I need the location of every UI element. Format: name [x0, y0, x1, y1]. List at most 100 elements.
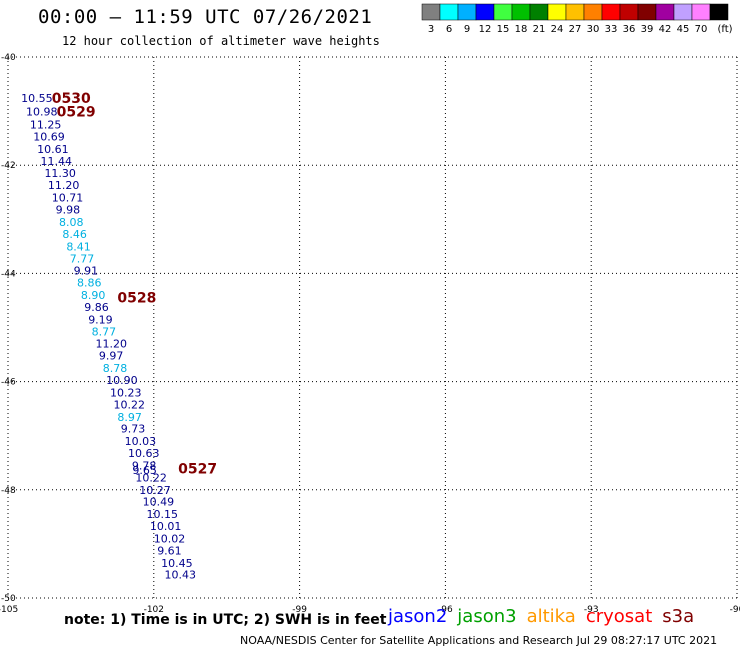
wave-height-label: 7.77	[70, 252, 95, 265]
colorbar-swatch	[565, 3, 585, 21]
wave-height-label: 9.98	[56, 204, 81, 217]
wave-height-label: 8.97	[117, 411, 142, 424]
colorbar-swatch	[457, 3, 477, 21]
colorbar-label: 3	[428, 24, 434, 35]
y-tick-label: -44	[1, 269, 16, 279]
wave-height-label: 10.98	[26, 106, 58, 119]
wave-height-label: 11.20	[48, 179, 80, 192]
wave-height-label: 10.71	[52, 192, 84, 205]
wave-height-label: 10.49	[143, 496, 175, 509]
wave-height-label: 10.15	[147, 508, 179, 521]
colorbar-label: 70	[695, 24, 708, 35]
y-tick-label: -50	[1, 594, 16, 604]
legend-item-jason2: jason2	[388, 606, 448, 627]
y-tick-label: -46	[1, 378, 16, 388]
colorbar-label: 6	[446, 24, 452, 35]
wave-height-label: 10.27	[139, 484, 171, 497]
colorbar-label: 39	[641, 24, 654, 35]
wave-height-label: 11.25	[30, 119, 62, 132]
x-tick-label: -90	[730, 605, 740, 615]
wave-height-label: 9.86	[84, 301, 109, 314]
chart-title: 00:00 — 11:59 UTC 07/26/2021	[38, 6, 373, 28]
wave-height-label: 10.22	[113, 398, 145, 411]
wave-height-label: 11.20	[95, 338, 127, 351]
colorbar-swatch	[673, 3, 693, 21]
wave-height-label: 8.86	[77, 277, 102, 290]
wave-height-label: 10.23	[110, 386, 142, 399]
legend-item-altika: altika	[526, 606, 576, 627]
colorbar-label: 12	[479, 24, 492, 35]
y-tick-label: -42	[1, 161, 16, 171]
colorbar-swatch	[601, 3, 621, 21]
colorbar-swatch	[475, 3, 495, 21]
colorbar-label: 42	[659, 24, 672, 35]
wave-height-label: 9.73	[121, 423, 146, 436]
colorbar-label: 9	[464, 24, 470, 35]
x-tick-label: -105	[0, 605, 18, 615]
time-label: 0528	[117, 291, 156, 307]
wave-height-label: 10.90	[106, 374, 138, 387]
time-label: 0529	[57, 105, 96, 121]
wave-height-label: 8.46	[62, 228, 87, 241]
colorbar-swatch	[583, 3, 603, 21]
colorbar-swatch	[547, 3, 567, 21]
colorbar-label: 27	[569, 24, 582, 35]
wave-height-label: 10.43	[164, 569, 196, 582]
y-tick-label: -48	[1, 486, 16, 496]
y-tick-label: -40	[1, 53, 16, 63]
wave-height-label: 9.78	[132, 459, 157, 472]
x-tick-label: -93	[584, 605, 599, 615]
colorbar-label: (ft)	[717, 24, 732, 35]
note-text: note: 1) Time is in UTC; 2) SWH is in fe…	[64, 612, 387, 628]
time-label: 0530	[52, 91, 91, 107]
colorbar-swatch	[619, 3, 639, 21]
wave-height-label: 9.91	[74, 265, 99, 278]
wave-height-label: 10.02	[154, 532, 186, 545]
footer-credit: NOAA/NESDIS Center for Satellite Applica…	[240, 634, 718, 647]
colorbar-swatch	[529, 3, 549, 21]
wave-height-label: 11.30	[44, 167, 75, 180]
colorbar-swatch	[709, 3, 729, 21]
wave-height-label: 9.19	[88, 313, 113, 326]
colorbar-swatch	[637, 3, 657, 21]
legend: jason2 jason3 altika cryosat s3a	[388, 606, 704, 627]
colorbar-swatch	[655, 3, 675, 21]
legend-item-cryosat: cryosat	[585, 606, 653, 627]
colorbar-swatch	[439, 3, 459, 21]
wave-height-label: 10.55	[21, 92, 53, 105]
wave-height-label: 10.63	[128, 447, 160, 460]
legend-item-s3a: s3a	[662, 606, 695, 627]
colorbar-swatch	[691, 3, 711, 21]
wave-height-label: 8.90	[81, 289, 106, 302]
x-tick-label: -96	[438, 605, 453, 615]
wave-height-label: 10.01	[150, 520, 182, 533]
colorbar-swatch	[421, 3, 441, 21]
x-tick-label: -99	[292, 605, 307, 615]
colorbar-label: 30	[587, 24, 600, 35]
wave-height-label: 10.03	[125, 435, 157, 448]
wave-height-label: 8.78	[103, 362, 128, 375]
wave-height-label: 10.22	[135, 471, 167, 484]
wave-height-label: 10.69	[33, 131, 65, 144]
wave-height-label: 10.45	[161, 557, 193, 570]
legend-item-jason3: jason3	[457, 606, 517, 627]
wave-height-label: 8.77	[92, 325, 117, 338]
wave-height-label: 9.97	[99, 350, 124, 363]
colorbar-label: 33	[605, 24, 618, 35]
x-tick-label: -102	[144, 605, 164, 615]
colorbar-swatch	[511, 3, 531, 21]
wave-height-label: 8.41	[66, 240, 91, 253]
chart-subtitle: 12 hour collection of altimeter wave hei…	[62, 34, 380, 48]
colorbar-label: 36	[623, 24, 636, 35]
wave-height-label: 9.65	[132, 464, 157, 477]
colorbar-label: 45	[677, 24, 690, 35]
wave-height-label: 8.08	[59, 216, 84, 229]
wave-height-label: 9.61	[157, 544, 182, 557]
wave-height-label: 10.61	[37, 143, 69, 156]
time-label: 0527	[178, 462, 217, 478]
colorbar-label: 18	[515, 24, 528, 35]
colorbar-label: 24	[551, 24, 564, 35]
colorbar-swatch	[493, 3, 513, 21]
wave-height-label: 11.44	[41, 155, 72, 168]
